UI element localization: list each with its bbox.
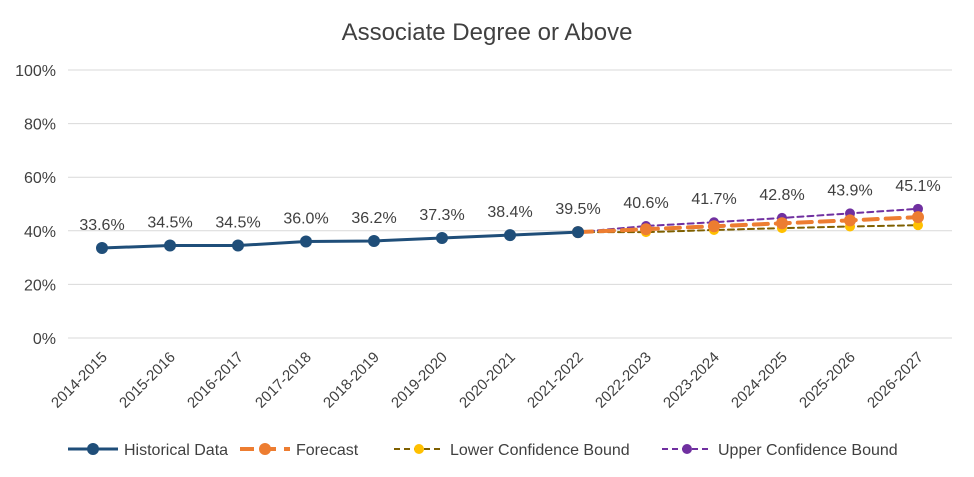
x-tick-label: 2020-2021 [456,349,519,412]
legend-marker [414,444,424,454]
y-tick-label: 100% [15,63,56,80]
x-axis: 2014-2015 2015-2016 2016-2017 2017-2018 2018… [48,349,927,412]
data-point [844,214,856,227]
data-label: 40.6% [623,195,668,212]
x-tick-label: 2022-2023 [592,349,655,412]
data-labels: 33.6% 34.5% 34.5% 36.0% 36.2% 37.3% 38.4% 39.5%… [79,178,940,234]
x-tick-label: 2024-2025 [728,349,791,412]
y-tick-label: 0% [33,331,56,348]
data-point [436,232,448,245]
x-tick-label: 2018-2019 [320,349,383,412]
y-tick-label: 60% [24,170,56,187]
data-label: 43.9% [827,182,872,199]
legend-item: Historical Data [68,442,228,459]
data-point [504,229,516,242]
series-lines [100,207,920,250]
data-point [913,220,923,231]
x-tick-label: 2017-2018 [252,349,315,412]
legend-marker [259,443,271,455]
legend-label: Historical Data [124,442,228,459]
data-point [572,226,584,239]
data-label: 33.6% [79,217,124,234]
data-label: 38.4% [487,204,532,221]
x-tick-label: 2026-2027 [864,349,927,412]
data-label: 42.8% [759,187,804,204]
data-point [913,203,923,214]
data-label: 36.0% [283,211,328,228]
data-point [96,241,108,254]
x-tick-label: 2014-2015 [48,349,111,412]
data-label: 34.5% [215,215,260,232]
x-tick-label: 2025-2026 [796,349,859,412]
series-line [577,224,919,234]
legend-label: Forecast [296,442,359,459]
data-point [640,223,652,236]
data-point [232,239,244,252]
legend-item: Upper Confidence Bound [662,442,898,459]
data-label: 37.3% [419,207,464,224]
x-tick-label: 2021-2022 [524,349,587,412]
legend-label: Upper Confidence Bound [718,442,898,459]
data-point [368,234,380,247]
series-points [96,203,924,254]
x-tick-label: 2015-2016 [116,349,179,412]
data-label: 36.2% [351,210,396,227]
data-point [776,217,788,230]
series-line [577,207,919,234]
data-point [912,211,924,224]
data-label: 39.5% [555,201,600,218]
data-point [300,235,312,248]
legend-label: Lower Confidence Bound [450,442,630,459]
x-tick-label: 2019-2020 [388,349,451,412]
y-axis: 0% 20% 40% 60% 80% 100% [15,63,56,348]
y-tick-label: 80% [24,117,56,134]
legend-item: Forecast [240,442,359,459]
chart-title: Associate Degree or Above [342,19,633,46]
x-tick-label: 2016-2017 [184,349,247,412]
legend-item: Lower Confidence Bound [394,442,630,459]
data-label: 45.1% [895,178,940,195]
data-point [164,239,176,252]
data-label: 34.5% [147,215,192,232]
legend: Historical Data Forecast Lower Confidence … [68,442,898,459]
series-line [100,230,580,250]
data-point [708,220,720,233]
legend-marker [682,444,692,454]
x-tick-label: 2023-2024 [660,349,723,412]
legend-marker [87,443,99,455]
series-line [576,215,920,235]
y-tick-label: 40% [24,224,56,241]
data-label: 41.7% [691,191,736,208]
y-tick-label: 20% [24,277,56,294]
